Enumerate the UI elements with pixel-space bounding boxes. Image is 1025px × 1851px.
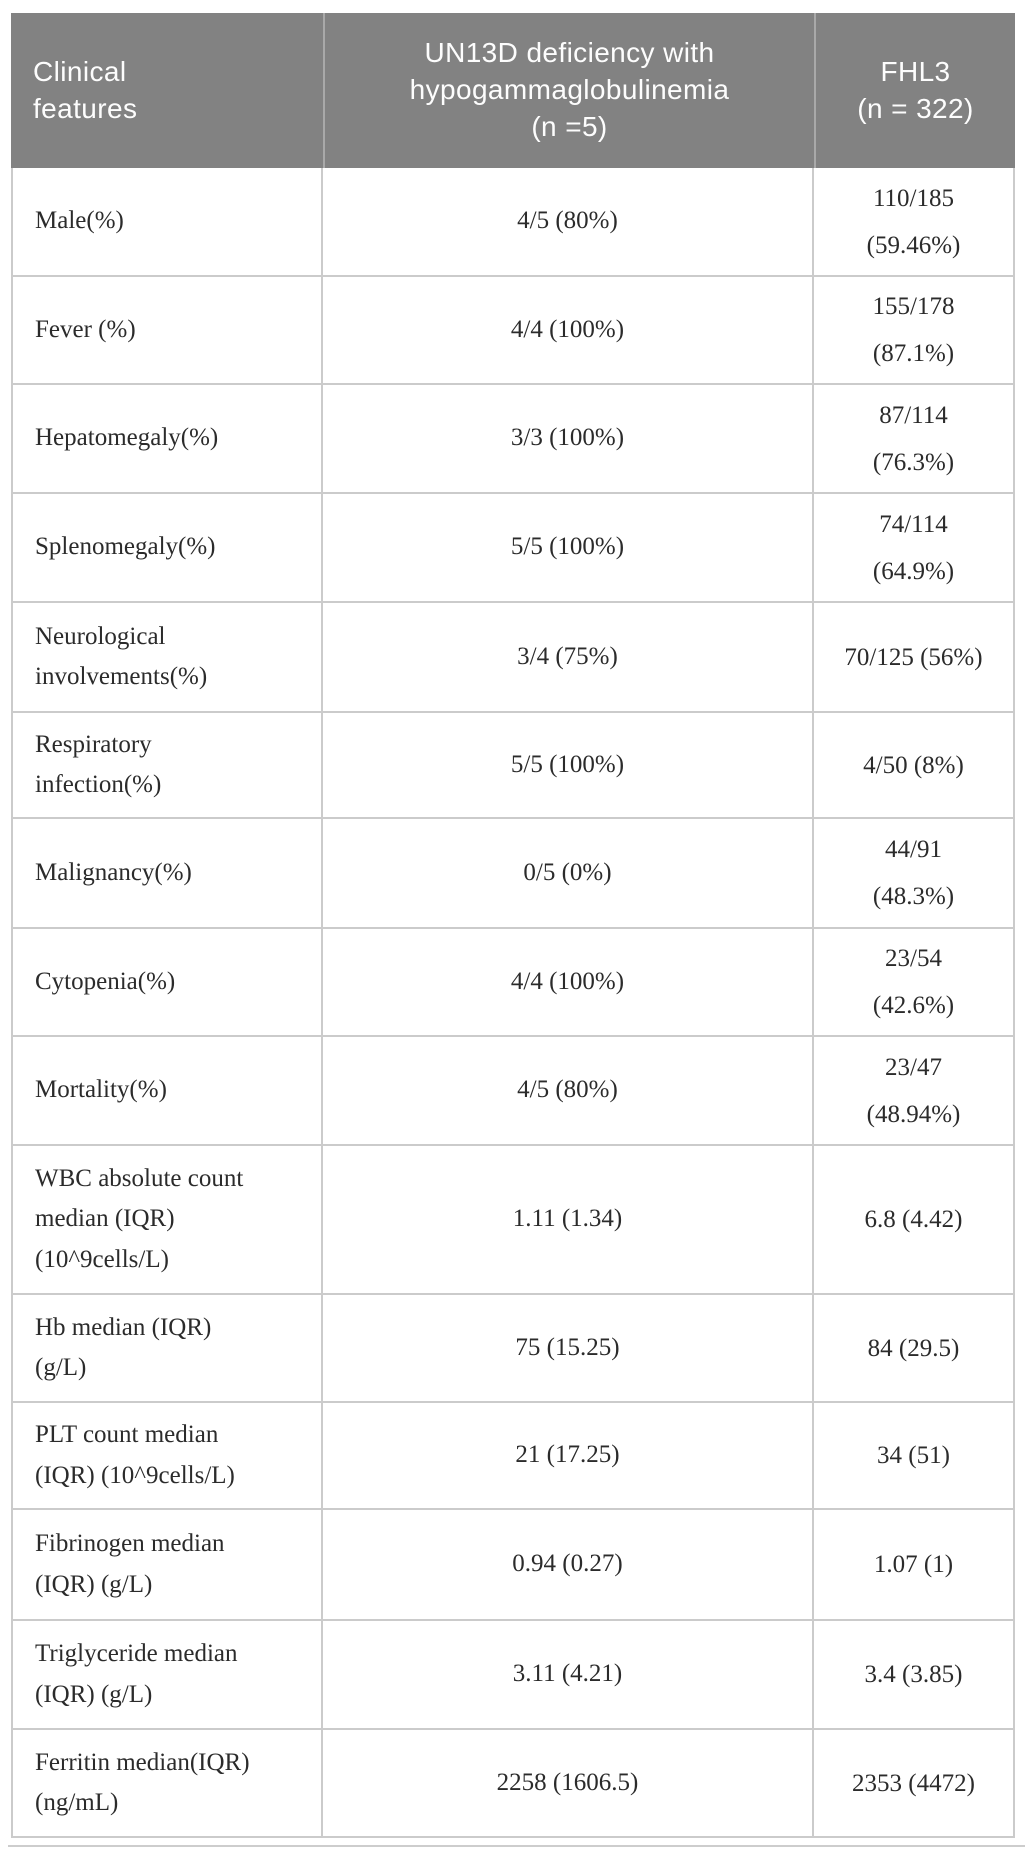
un13d-value: 4/4 (100%) xyxy=(510,967,625,995)
header-label: Clinical features xyxy=(33,55,138,124)
fhl3-value-cell: 3.4 (3.85) xyxy=(814,1621,1015,1730)
fhl3-value: 70/125 (56%) xyxy=(844,643,983,671)
feature-cell: Fever (%) xyxy=(11,277,323,385)
feature-label: Ferritin median(IQR) (ng/mL) xyxy=(35,1748,250,1817)
un13d-value: 0.94 (0.27) xyxy=(512,1550,623,1578)
feature-label: Hb median (IQR) (g/L) xyxy=(35,1313,212,1382)
un13d-value-cell: 1.11 (1.34) xyxy=(323,1146,814,1295)
fhl3-value-cell: 74/114 (64.9%) xyxy=(814,494,1015,603)
feature-cell: Neurological involvements(%) xyxy=(11,603,323,713)
fhl3-value-cell: 34 (51) xyxy=(814,1403,1015,1510)
feature-cell: Mortality(%) xyxy=(11,1037,323,1146)
fhl3-value: 110/185 (59.46%) xyxy=(866,184,961,259)
fhl3-value: 34 (51) xyxy=(877,1442,950,1469)
un13d-value: 75 (15.25) xyxy=(515,1333,620,1361)
feature-label: Male(%) xyxy=(35,207,124,235)
header-label: UN13D deficiency with hypogammaglobulinem… xyxy=(409,37,730,142)
caption-separator-rule xyxy=(8,1845,1025,1847)
un13d-value-cell: 4/5 (80%) xyxy=(323,1037,814,1146)
fhl3-value: 4/50 (8%) xyxy=(863,751,964,779)
fhl3-value: 23/47 (48.94%) xyxy=(866,1053,961,1128)
un13d-value: 3/4 (75%) xyxy=(517,642,618,670)
fhl3-value: 3.4 (3.85) xyxy=(864,1661,963,1688)
un13d-value-cell: 4/4 (100%) xyxy=(323,277,814,385)
feature-label: Splenomegaly(%) xyxy=(35,533,216,561)
un13d-value-cell: 2258 (1606.5) xyxy=(323,1730,814,1838)
un13d-value-cell: 3/4 (75%) xyxy=(323,603,814,713)
un13d-value-cell: 3/3 (100%) xyxy=(323,385,814,494)
fhl3-value: 2353 (4472) xyxy=(852,1769,975,1797)
header-cell-clinical-features: Clinical features xyxy=(11,13,323,168)
un13d-value-cell: 4/5 (80%) xyxy=(323,168,814,277)
feature-label: Fever (%) xyxy=(35,315,136,343)
un13d-value: 5/5 (100%) xyxy=(510,533,625,561)
fhl3-value: 87/114 (76.3%) xyxy=(872,401,955,476)
un13d-value-cell: 5/5 (100%) xyxy=(323,713,814,819)
un13d-value: 0/5 (0%) xyxy=(523,858,612,886)
fhl3-value-cell: 2353 (4472) xyxy=(814,1730,1015,1838)
header-cell-un13d-group: UN13D deficiency with hypogammaglobulinem… xyxy=(323,13,814,168)
un13d-value: 4/5 (80%) xyxy=(517,1076,618,1104)
feature-label: Cytopenia(%) xyxy=(35,967,176,995)
feature-cell: Hb median (IQR) (g/L) xyxy=(11,1295,323,1403)
un13d-value-cell: 21 (17.25) xyxy=(323,1403,814,1510)
fhl3-value-cell: 6.8 (4.42) xyxy=(814,1146,1015,1295)
un13d-value-cell: 0/5 (0%) xyxy=(323,819,814,929)
un13d-value-cell: 5/5 (100%) xyxy=(323,494,814,603)
un13d-value: 1.11 (1.34) xyxy=(512,1205,623,1233)
feature-cell: Splenomegaly(%) xyxy=(11,494,323,603)
fhl3-value: 155/178 (87.1%) xyxy=(872,293,955,367)
feature-cell: Fibrinogen median (IQR) (g/L) xyxy=(11,1510,323,1621)
header-cell-fhl3-group: FHL3 (n = 322) xyxy=(814,13,1015,168)
feature-label: PLT count median (IQR) (10^9cells/L) xyxy=(35,1421,235,1489)
fhl3-value-cell: 87/114 (76.3%) xyxy=(814,385,1015,494)
header-label: FHL3 (n = 322) xyxy=(857,55,974,124)
feature-cell: PLT count median (IQR) (10^9cells/L) xyxy=(11,1403,323,1510)
un13d-value-cell: 4/4 (100%) xyxy=(323,929,814,1037)
clinical-features-table: Clinical features UN13D deficiency with hy… xyxy=(11,13,1015,1838)
feature-cell: Male(%) xyxy=(11,168,323,277)
fhl3-value-cell: 110/185 (59.46%) xyxy=(814,168,1015,277)
feature-label: Hepatomegaly(%) xyxy=(35,424,219,452)
fhl3-value-cell: 44/91 (48.3%) xyxy=(814,819,1015,929)
fhl3-value-cell: 23/47 (48.94%) xyxy=(814,1037,1015,1146)
fhl3-value-cell: 23/54 (42.6%) xyxy=(814,929,1015,1037)
feature-cell: Malignancy(%) xyxy=(11,819,323,929)
feature-cell: Respiratory infection(%) xyxy=(11,713,323,819)
fhl3-value: 6.8 (4.42) xyxy=(864,1206,963,1233)
feature-label: Fibrinogen median (IQR) (g/L) xyxy=(35,1530,225,1598)
un13d-value: 4/4 (100%) xyxy=(510,315,625,343)
fhl3-value: 74/114 (64.9%) xyxy=(872,510,955,585)
un13d-value: 21 (17.25) xyxy=(515,1441,620,1469)
fhl3-value-cell: 4/50 (8%) xyxy=(814,713,1015,819)
feature-cell: Ferritin median(IQR) (ng/mL) xyxy=(11,1730,323,1838)
fhl3-value-cell: 1.07 (1) xyxy=(814,1510,1015,1621)
feature-cell: Triglyceride median (IQR) (g/L) xyxy=(11,1621,323,1730)
feature-cell: Cytopenia(%) xyxy=(11,929,323,1037)
un13d-value: 5/5 (100%) xyxy=(510,750,625,778)
fhl3-value: 44/91 (48.3%) xyxy=(872,836,955,910)
fhl3-value-cell: 84 (29.5) xyxy=(814,1295,1015,1403)
feature-label: Respiratory infection(%) xyxy=(35,730,162,799)
un13d-value-cell: 0.94 (0.27) xyxy=(323,1510,814,1621)
un13d-value: 3/3 (100%) xyxy=(510,424,625,452)
feature-cell: Hepatomegaly(%) xyxy=(11,385,323,494)
feature-label: WBC absolute count median (IQR) (10^9cells… xyxy=(35,1164,244,1273)
feature-label: Mortality(%) xyxy=(35,1076,167,1104)
un13d-value-cell: 75 (15.25) xyxy=(323,1295,814,1403)
un13d-value: 2258 (1606.5) xyxy=(496,1768,639,1796)
fhl3-value: 84 (29.5) xyxy=(867,1334,960,1362)
feature-cell: WBC absolute count median (IQR) (10^9cells… xyxy=(11,1146,323,1295)
un13d-value: 4/5 (80%) xyxy=(517,207,618,235)
feature-label: Triglyceride median (IQR) (g/L) xyxy=(35,1640,238,1708)
fhl3-value: 23/54 (42.6%) xyxy=(872,945,955,1019)
fhl3-value-cell: 70/125 (56%) xyxy=(814,603,1015,713)
feature-label: Neurological involvements(%) xyxy=(35,622,208,691)
feature-label: Malignancy(%) xyxy=(35,858,192,886)
un13d-value-cell: 3.11 (4.21) xyxy=(323,1621,814,1730)
fhl3-value-cell: 155/178 (87.1%) xyxy=(814,277,1015,385)
fhl3-value: 1.07 (1) xyxy=(873,1551,954,1578)
un13d-value: 3.11 (4.21) xyxy=(512,1660,623,1688)
